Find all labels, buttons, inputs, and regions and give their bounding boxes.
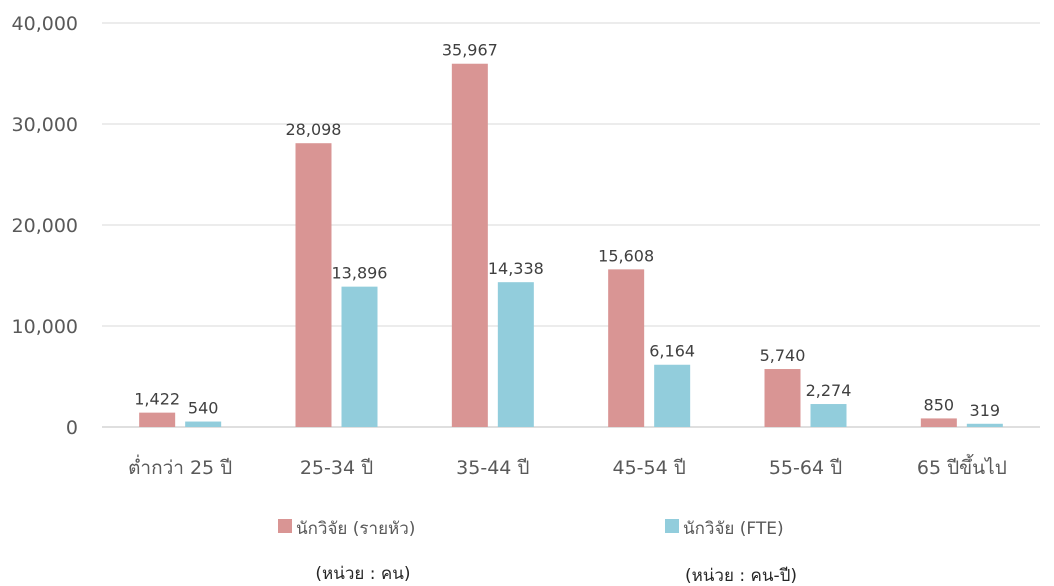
unit-note: (หน่วย : คน-ปี) <box>685 566 797 586</box>
unit-note: (หน่วย : คน) <box>315 564 410 584</box>
x-category-label: ต่ำกว่า 25 ปี <box>128 454 232 479</box>
bar-series-1 <box>295 143 332 427</box>
bar-series-2 <box>497 282 534 427</box>
y-tick-label: 10,000 <box>12 316 78 338</box>
bar-series-2 <box>185 421 222 427</box>
bar-series-1 <box>139 412 176 427</box>
bar-series-1 <box>764 369 801 427</box>
data-label: 5,740 <box>760 346 806 365</box>
bar-series-1 <box>451 63 488 427</box>
unit-notes: (หน่วย : คน) (หน่วย : คน-ปี) <box>315 564 797 586</box>
gridlines <box>102 22 1040 428</box>
x-axis-categories: ต่ำกว่า 25 ปี 25-34 ปี 35-44 ปี 45-54 ปี 55-… <box>128 454 1007 479</box>
data-label: 319 <box>970 401 1001 420</box>
data-label: 6,164 <box>649 342 695 361</box>
legend: นักวิจัย (รายหัว) นักวิจัย (FTE) <box>278 519 784 539</box>
data-label: 540 <box>188 399 219 418</box>
bars <box>139 63 1003 427</box>
data-label: 1,422 <box>134 390 180 409</box>
data-label: 2,274 <box>806 381 852 400</box>
bar-series-2 <box>654 364 691 427</box>
data-label: 15,608 <box>598 246 654 265</box>
y-tick-label: 40,000 <box>12 13 78 35</box>
y-tick-label: 20,000 <box>12 215 78 237</box>
legend-swatch <box>278 519 292 533</box>
bar-series-2 <box>810 404 847 427</box>
legend-label: นักวิจัย (FTE) <box>683 519 784 539</box>
data-label: 28,098 <box>286 120 342 139</box>
legend-swatch <box>665 519 679 533</box>
bar-series-2 <box>966 423 1003 427</box>
x-category-label: 25-34 ปี <box>300 457 373 479</box>
x-category-label: 55-64 ปี <box>769 457 842 479</box>
bar-series-1 <box>608 269 645 427</box>
data-label: 850 <box>924 395 955 414</box>
data-labels: 1,422 540 28,098 13,896 35,967 14,338 15,608 6,… <box>134 41 1000 420</box>
x-category-label: 45-54 ปี <box>613 457 686 479</box>
data-label: 35,967 <box>442 41 498 60</box>
y-axis-ticks: 0 10,000 20,000 30,000 40,000 <box>12 13 78 439</box>
bar-series-2 <box>341 286 378 427</box>
data-label: 13,896 <box>332 264 388 283</box>
x-category-label: 65 ปีขึ้นไป <box>917 454 1007 479</box>
y-tick-label: 0 <box>66 417 78 439</box>
data-label: 14,338 <box>488 259 544 278</box>
legend-label: นักวิจัย (รายหัว) <box>296 519 415 539</box>
bar-series-1 <box>920 418 957 427</box>
y-tick-label: 30,000 <box>12 114 78 136</box>
x-category-label: 35-44 ปี <box>456 457 529 479</box>
